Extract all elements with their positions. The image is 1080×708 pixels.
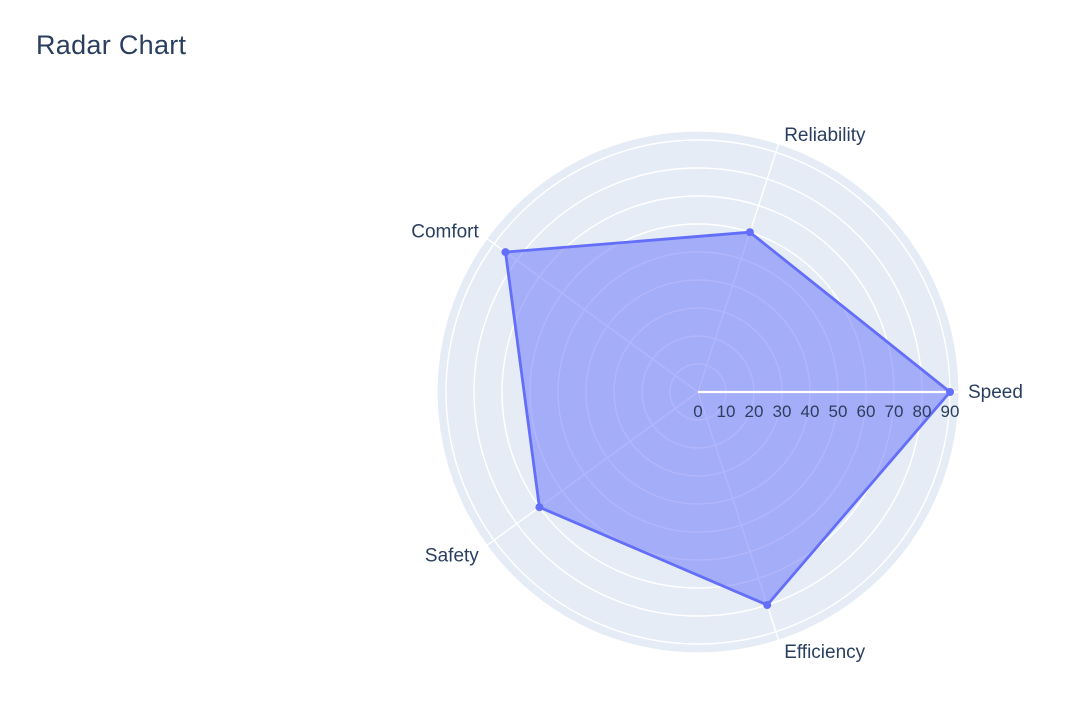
radial-tick-label: 70 xyxy=(885,402,904,421)
data-point-reliability[interactable] xyxy=(745,228,754,237)
radial-tick-label: 40 xyxy=(801,402,820,421)
radial-tick-label: 50 xyxy=(829,402,848,421)
radial-tick-label: 20 xyxy=(745,402,764,421)
data-point-safety[interactable] xyxy=(535,503,544,512)
axis-category-label-comfort: Comfort xyxy=(411,222,479,243)
radial-tick-label: 80 xyxy=(913,402,932,421)
radar-polygon[interactable] xyxy=(504,230,952,607)
axis-category-label-speed: Speed xyxy=(968,382,1023,403)
data-point-comfort[interactable] xyxy=(501,248,510,257)
data-point-efficiency[interactable] xyxy=(763,601,772,610)
axis-category-label-efficiency: Efficiency xyxy=(784,642,865,663)
data-point-speed[interactable] xyxy=(946,388,954,396)
chart-title: Radar Chart xyxy=(36,30,187,60)
axis-category-label-reliability: Reliability xyxy=(784,125,866,146)
radial-tick-label: 10 xyxy=(717,402,736,421)
radial-tick-label: 90 xyxy=(941,402,960,421)
axis-category-label-safety: Safety xyxy=(425,545,479,566)
radial-tick-label: 30 xyxy=(773,402,792,421)
radial-tick-label: 0 xyxy=(693,402,702,421)
radial-tick-label: 60 xyxy=(857,402,876,421)
